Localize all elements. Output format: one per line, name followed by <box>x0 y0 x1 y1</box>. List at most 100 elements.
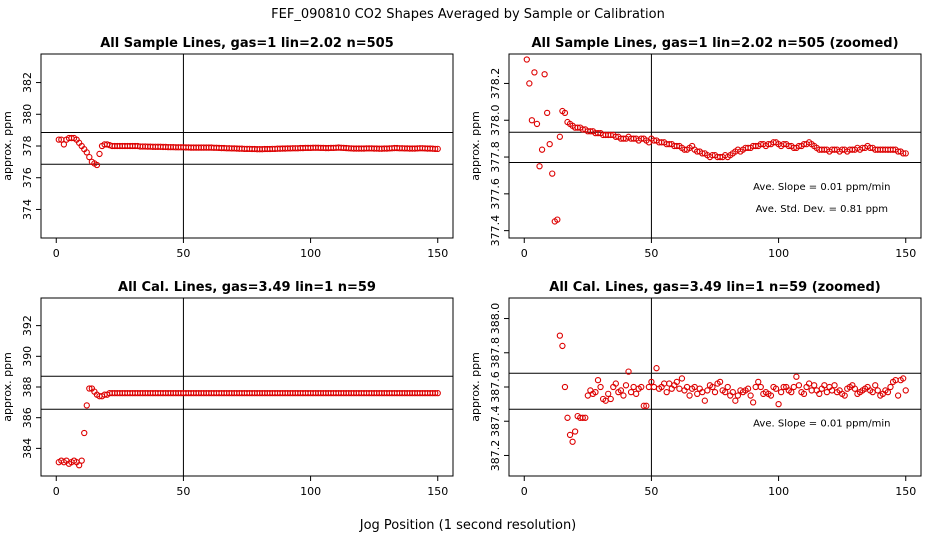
data-point <box>650 383 658 391</box>
data-point <box>752 383 759 391</box>
data-point <box>694 390 701 397</box>
data-point <box>767 392 775 399</box>
data-point <box>533 120 541 128</box>
data-point <box>872 382 879 389</box>
data-point <box>638 383 645 391</box>
data-point <box>75 462 83 469</box>
plot-frame <box>508 53 922 239</box>
x-tick-label: 150 <box>427 485 448 498</box>
x-tick-label: 100 <box>300 485 321 498</box>
data-point <box>686 392 693 399</box>
x-tick-label: 50 <box>176 247 190 260</box>
y-tick-label: 387.6 <box>489 371 502 403</box>
data-point <box>734 392 742 399</box>
y-tick-label: 374 <box>21 199 34 220</box>
data-point <box>584 392 591 399</box>
chart-panel-4: All Cal. Lines, gas=3.49 lin=1 n=59 (zoo… <box>469 280 922 498</box>
y-tick-label: 388 <box>21 377 34 398</box>
data-point <box>582 414 589 421</box>
data-point <box>851 385 859 392</box>
data-point <box>620 392 627 399</box>
data-point <box>556 332 564 339</box>
x-tick-label: 50 <box>644 485 658 498</box>
x-tick-label: 50 <box>644 247 658 260</box>
x-tick-label: 100 <box>300 247 321 260</box>
data-point <box>744 385 752 392</box>
y-tick-label: 387.4 <box>489 405 502 437</box>
data-point <box>617 387 625 394</box>
data-point <box>808 387 815 394</box>
data-point <box>757 383 764 391</box>
data-point <box>627 388 635 396</box>
data-point <box>543 109 551 117</box>
x-tick-label: 0 <box>521 485 528 498</box>
data-point <box>434 145 441 153</box>
data-point <box>900 150 907 157</box>
data-point <box>831 382 838 389</box>
data-point <box>83 149 90 156</box>
data-point <box>622 382 630 389</box>
y-tick-label: 378 <box>21 136 34 157</box>
y-tick-label: 387.8 <box>489 337 502 369</box>
data-point <box>887 383 894 391</box>
data-point <box>60 141 68 148</box>
data-point <box>536 163 543 170</box>
data-point <box>86 153 93 161</box>
x-tick-label: 150 <box>895 485 916 498</box>
data-point <box>653 365 660 372</box>
data-point <box>709 383 716 391</box>
y-tick-label: 387.2 <box>489 440 502 472</box>
data-point <box>755 378 762 386</box>
data-point <box>640 402 647 409</box>
data-point <box>775 400 782 408</box>
panel-title: All Sample Lines, gas=1 lin=2.02 n=505 (… <box>531 36 898 51</box>
chart-panel-1: All Sample Lines, gas=1 lin=2.02 n=505 0 5… <box>1 36 454 260</box>
data-point <box>823 388 831 396</box>
data-point <box>83 402 90 409</box>
data-point <box>800 390 808 397</box>
data-point <box>749 399 757 406</box>
x-tick-label: 0 <box>53 485 60 498</box>
data-point <box>566 431 574 439</box>
data-point <box>732 397 739 404</box>
y-tick-label: 378.2 <box>489 68 502 100</box>
annotation-text: Ave. Slope = 0.01 ppm/min <box>753 182 890 193</box>
data-point <box>81 429 88 437</box>
y-axis-label: approx. ppm <box>469 111 482 181</box>
data-point <box>663 388 670 396</box>
data-point <box>605 390 612 397</box>
data-point <box>841 392 848 399</box>
data-point <box>78 457 85 464</box>
data-point <box>811 382 818 389</box>
data-point <box>633 390 640 397</box>
y-tick-label: 388.0 <box>489 303 502 335</box>
x-tick-label: 150 <box>895 247 916 260</box>
data-point <box>592 388 599 396</box>
panel-title: All Cal. Lines, gas=3.49 lin=1 n=59 (zoo… <box>549 280 880 295</box>
y-axis-label: approx. ppm <box>469 352 482 422</box>
annotation-text: Ave. Slope = 0.01 ppm/min <box>753 418 890 429</box>
x-tick-label: 0 <box>521 247 528 260</box>
data-point <box>526 80 533 87</box>
data-point <box>86 385 93 392</box>
data-point <box>549 170 556 177</box>
data-point <box>571 428 579 435</box>
data-point <box>729 388 736 396</box>
data-point <box>564 414 571 421</box>
data-point <box>780 383 787 391</box>
y-tick-label: 390 <box>21 346 34 367</box>
data-point <box>597 383 604 391</box>
data-point <box>432 389 439 397</box>
data-point <box>902 150 909 157</box>
data-point <box>625 368 632 375</box>
data-point <box>569 438 576 445</box>
data-point <box>701 397 708 404</box>
data-point <box>788 388 795 396</box>
data-point <box>96 150 103 158</box>
data-point <box>432 145 439 153</box>
x-tick-label: 100 <box>768 247 789 260</box>
data-point <box>531 69 538 76</box>
data-point <box>673 378 681 386</box>
data-point <box>790 383 797 391</box>
y-tick-label: 392 <box>21 315 34 336</box>
